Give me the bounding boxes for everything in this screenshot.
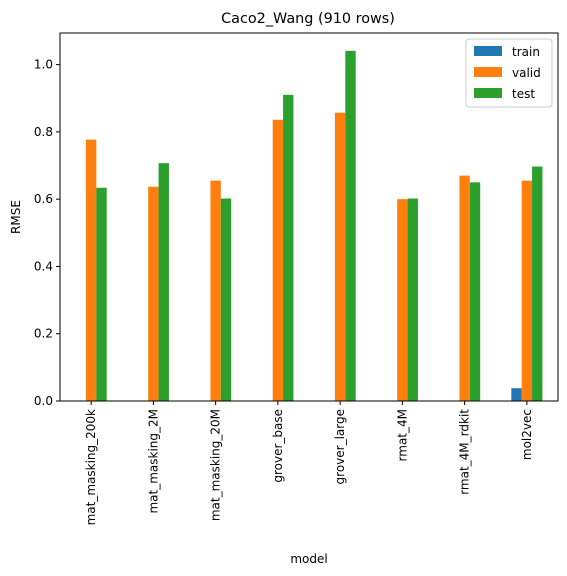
legend-label-train: train bbox=[512, 45, 540, 59]
y-tick-label-1.0: 1.0 bbox=[34, 58, 53, 72]
bar-test-mat_masking_20M bbox=[220, 198, 232, 401]
bar-test-mat_masking_200k bbox=[96, 187, 107, 401]
chart-title: Caco2_Wang (910 rows) bbox=[221, 11, 395, 27]
bar-valid-mol2vec bbox=[521, 180, 533, 401]
x-tick-label-mat_masking_20M: mat_masking_20M bbox=[209, 409, 223, 521]
bar-test-mol2vec bbox=[532, 166, 543, 401]
y-tick-label-0.2: 0.2 bbox=[34, 327, 53, 341]
x-tick-label-mat_masking_200k: mat_masking_200k bbox=[84, 409, 98, 525]
legend-swatch-train bbox=[474, 46, 502, 56]
legend-swatch-test bbox=[474, 88, 502, 98]
bar-valid-mat_masking_2M bbox=[148, 186, 159, 401]
bar-test-rmat_4M bbox=[407, 198, 418, 401]
bar-test-mat_masking_2M bbox=[158, 163, 169, 401]
y-tick-label-0.0: 0.0 bbox=[34, 394, 53, 408]
x-tick-label-rmat_4M_rdkit: rmat_4M_rdkit bbox=[458, 409, 472, 495]
bar-test-grover_large bbox=[345, 50, 356, 401]
bar-test-grover_base bbox=[283, 94, 294, 401]
y-tick-label-0.8: 0.8 bbox=[34, 125, 53, 139]
bar-valid-mat_masking_200k bbox=[85, 139, 97, 401]
bar-valid-rmat_4M_rdkit bbox=[459, 175, 470, 401]
plot-frame bbox=[59, 32, 559, 402]
legend-label-test: test bbox=[512, 87, 535, 101]
x-tick-label-mol2vec: mol2vec bbox=[520, 409, 534, 460]
bar-valid-rmat_4M bbox=[397, 199, 408, 401]
x-tick-label-grover_base: grover_base bbox=[271, 409, 285, 483]
y-tick-label-0.6: 0.6 bbox=[34, 192, 53, 206]
bar-valid-mat_masking_20M bbox=[210, 180, 221, 401]
x-axis: mat_masking_200k mat_masking_2M mat_maskin… bbox=[84, 401, 534, 525]
legend: train valid test bbox=[465, 38, 553, 108]
bar-valid-grover_base bbox=[272, 119, 284, 401]
x-tick-label-rmat_4M: rmat_4M bbox=[395, 409, 409, 461]
legend-swatch-valid bbox=[474, 67, 502, 77]
bar-train-mol2vec bbox=[511, 388, 522, 401]
bar-test-rmat_4M_rdkit bbox=[469, 182, 481, 401]
legend-label-valid: valid bbox=[512, 66, 541, 80]
x-axis-label: model bbox=[290, 552, 327, 566]
y-axis: 0.0 0.2 0.4 0.6 0.8 1.0 bbox=[34, 58, 60, 408]
y-tick-label-0.4: 0.4 bbox=[34, 259, 53, 273]
bar-valid-grover_large bbox=[334, 112, 346, 402]
x-tick-label-grover_large: grover_large bbox=[333, 409, 347, 484]
y-axis-label: RMSE bbox=[9, 200, 23, 234]
x-tick-label-mat_masking_2M: mat_masking_2M bbox=[146, 409, 160, 514]
bars-group bbox=[85, 50, 543, 402]
